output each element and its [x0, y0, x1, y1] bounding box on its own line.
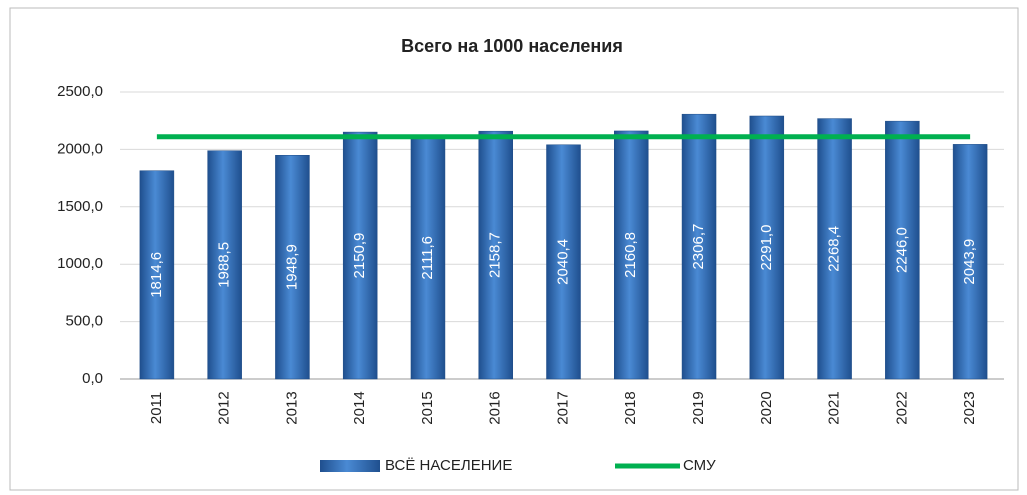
- data-label: 2306,7: [690, 224, 707, 270]
- data-label: 2043,9: [961, 239, 978, 285]
- y-tick-label: 1000,0: [57, 255, 103, 272]
- bar: [342, 131, 378, 380]
- data-label: 1988,5: [216, 242, 233, 288]
- data-label: 2246,0: [893, 227, 910, 273]
- x-tick-label: 2014: [351, 391, 368, 424]
- bar: [410, 136, 446, 380]
- bar: [546, 144, 581, 380]
- y-tick-label: 2500,0: [57, 83, 103, 100]
- bar: [817, 118, 852, 380]
- data-label: 2111,6: [419, 236, 436, 280]
- bar: [681, 113, 717, 380]
- x-tick-label: 2017: [554, 391, 571, 424]
- bar: [885, 120, 920, 380]
- y-tick-label: 1500,0: [57, 198, 103, 215]
- bar: [749, 115, 785, 380]
- bar: [952, 144, 988, 380]
- y-tick-label: 2000,0: [57, 140, 103, 157]
- legend-label: ВСЁ НАСЕЛЕНИЕ: [385, 457, 512, 474]
- data-label: 1814,6: [148, 252, 165, 298]
- bar: [614, 130, 649, 380]
- chart-title: Всего на 1000 населения: [401, 36, 623, 56]
- x-tick-label: 2012: [216, 391, 233, 424]
- data-label: 2158,7: [487, 232, 504, 278]
- x-tick-label: 2022: [893, 391, 910, 424]
- x-tick-label: 2015: [419, 391, 436, 424]
- x-tick-label: 2020: [758, 391, 775, 424]
- bar: [139, 170, 175, 380]
- x-tick-label: 2019: [690, 391, 707, 424]
- legend-label: СМУ: [683, 457, 716, 474]
- y-tick-label: 0,0: [82, 370, 103, 387]
- x-tick-label: 2016: [487, 391, 504, 424]
- x-tick-label: 2023: [961, 391, 978, 424]
- data-label: 2160,8: [622, 232, 639, 278]
- data-label: 1948,9: [283, 244, 300, 290]
- data-label: 2268,4: [826, 226, 843, 272]
- bar: [275, 155, 310, 380]
- x-tick-label: 2011: [148, 392, 165, 424]
- data-label: 2291,0: [758, 225, 775, 271]
- x-tick-label: 2021: [826, 391, 843, 424]
- legend-swatch: [320, 460, 380, 472]
- y-tick-label: 500,0: [65, 313, 103, 330]
- x-tick-label: 2013: [283, 391, 300, 424]
- x-tick-label: 2018: [622, 391, 639, 424]
- bar: [478, 130, 513, 380]
- data-label: 2150,9: [351, 233, 368, 279]
- data-label: 2040,4: [554, 239, 571, 285]
- bar: [207, 150, 242, 380]
